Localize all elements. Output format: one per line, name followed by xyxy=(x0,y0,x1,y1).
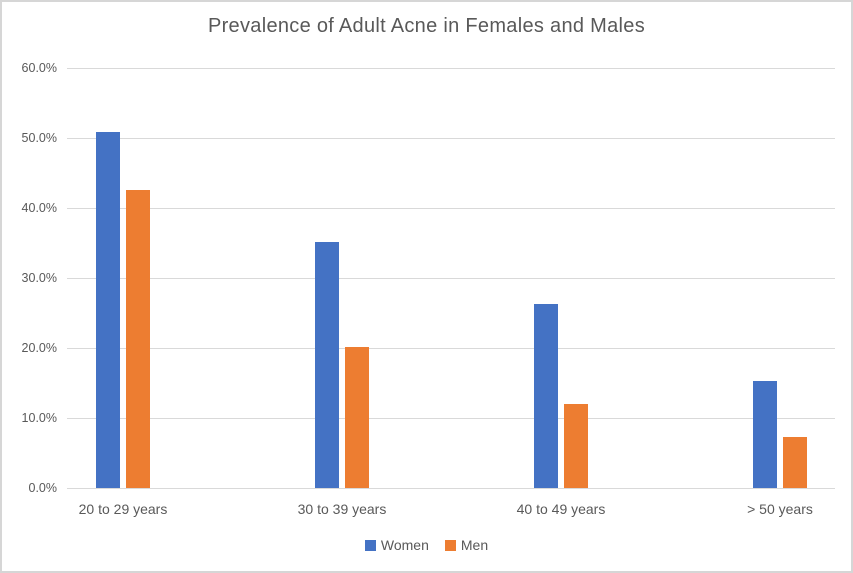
bar-men-50-years xyxy=(783,437,807,488)
y-axis-tick-label: 30.0% xyxy=(21,271,57,285)
legend-item-women: Women xyxy=(364,537,429,553)
y-axis-tick-label: 40.0% xyxy=(21,201,57,215)
x-axis-label-20-to-29-years: 20 to 29 years xyxy=(78,501,168,517)
gridline xyxy=(67,348,835,349)
bar-women-50-years xyxy=(753,381,777,488)
chart-title: Prevalence of Adult Acne in Females and … xyxy=(207,15,646,37)
x-axis-label-50-years: > 50 years xyxy=(747,501,813,517)
x-axis-line xyxy=(67,488,835,489)
legend-swatch-men xyxy=(444,539,456,551)
y-axis-tick-label: 0.0% xyxy=(28,481,58,495)
gridline xyxy=(67,208,835,209)
bar-men-40-to-49-years xyxy=(564,404,588,488)
bar-men-20-to-29-years xyxy=(126,190,150,488)
gridline xyxy=(67,418,835,419)
gridline xyxy=(67,138,835,139)
legend-label-women: Women xyxy=(380,537,429,553)
legend-label-men: Men xyxy=(460,537,489,553)
x-axis-label-40-to-49-years: 40 to 49 years xyxy=(516,501,606,517)
y-axis-tick-label: 20.0% xyxy=(21,341,57,355)
y-axis-tick-label: 60.0% xyxy=(21,61,57,75)
x-axis-label-30-to-39-years: 30 to 39 years xyxy=(297,501,387,517)
legend-swatch-women xyxy=(364,539,376,551)
bar-women-40-to-49-years xyxy=(534,304,558,488)
legend: Women Men xyxy=(2,538,851,552)
y-axis-tick-label: 10.0% xyxy=(21,411,57,425)
legend-item-men: Men xyxy=(444,537,489,553)
y-axis-tick-label: 50.0% xyxy=(21,131,57,145)
bar-women-20-to-29-years xyxy=(96,132,120,488)
bar-men-30-to-39-years xyxy=(345,347,369,488)
gridline xyxy=(67,278,835,279)
bar-women-30-to-39-years xyxy=(315,242,339,488)
gridline xyxy=(67,68,835,69)
